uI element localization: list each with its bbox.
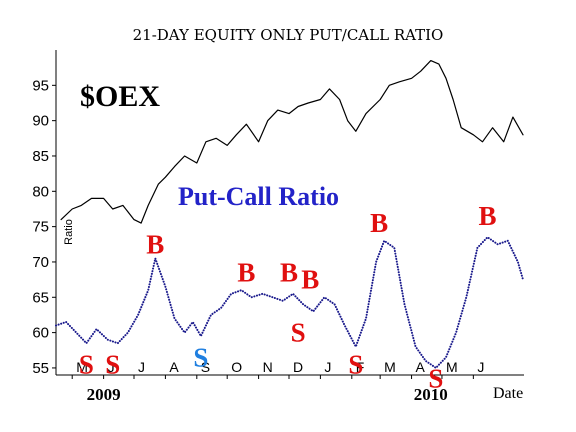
month-label: F (356, 359, 365, 375)
buy-signal-marker: B (237, 258, 255, 288)
sell-signal-marker: S (105, 349, 120, 379)
sell-signal-marker: S (348, 349, 363, 379)
y-tick-label: 85 (32, 148, 49, 165)
x-axis-label: Date (493, 385, 523, 402)
month-label: O (231, 359, 242, 375)
month-label: J (477, 359, 484, 375)
month-label: S (201, 359, 210, 375)
y-tick-label: 55 (32, 360, 49, 377)
buy-signal-marker: B (301, 265, 319, 295)
year-label: 2009 (87, 385, 121, 404)
buy-signal-marker: B (370, 208, 388, 238)
y-tick-label: 70 (32, 254, 49, 271)
y-tick-label: 90 (32, 113, 49, 130)
y-axis-label: Ratio (63, 219, 75, 245)
sell-signal-marker: S (193, 342, 208, 372)
y-tick-label: 80 (32, 183, 49, 200)
buy-signal-marker: B (146, 229, 164, 259)
month-label: N (263, 359, 273, 375)
month-label: A (416, 359, 426, 375)
buy-signal-marker: B (479, 201, 497, 231)
year-label: 2010 (414, 385, 448, 404)
sell-signal-marker: S (428, 364, 443, 394)
y-tick-label: 65 (32, 289, 49, 306)
sell-signal-marker: S (291, 318, 306, 348)
y-tick-label: 60 (32, 325, 49, 342)
buy-signal-marker: B (280, 258, 298, 288)
sell-signal-marker: S (79, 349, 94, 379)
month-label: A (169, 359, 179, 375)
oex-series-line (60, 59, 524, 224)
put-call-ratio-label: Put-Call Ratio (178, 182, 339, 211)
month-label: J (108, 359, 115, 375)
oex-label: $OEX (80, 80, 160, 113)
month-label: M (76, 359, 88, 375)
month-label: M (446, 359, 458, 375)
month-label: J (138, 359, 145, 375)
y-tick-label: 75 (32, 219, 49, 236)
month-label: D (293, 359, 303, 375)
put-call-ratio-series-line (55, 236, 524, 369)
month-label: J (324, 359, 331, 375)
chart-title: 21-DAY EQUITY ONLY PUT/CALL RATIO (133, 26, 444, 44)
y-tick-label: 95 (32, 77, 49, 94)
month-label: M (384, 359, 396, 375)
